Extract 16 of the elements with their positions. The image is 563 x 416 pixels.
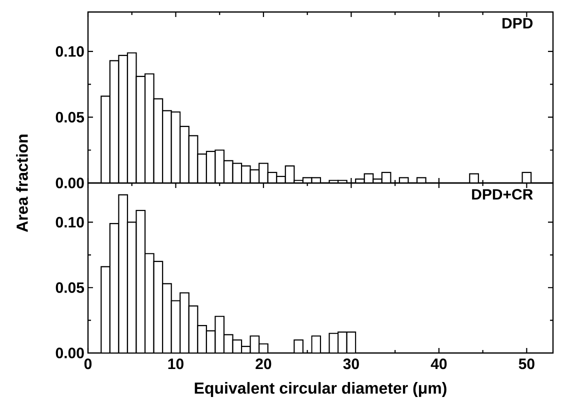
- x-tick-label: 0: [84, 358, 92, 370]
- x-tick-label: 30: [343, 358, 359, 370]
- x-axis-title: Equivalent circular diameter (μm): [194, 382, 446, 397]
- x-tick-label: 20: [256, 358, 272, 370]
- y-tick-label: 0.10: [56, 216, 84, 228]
- x-tick-label: 10: [168, 358, 184, 370]
- chart-title: DPD: [502, 18, 533, 28]
- y-axis-title: Area fraction: [16, 134, 28, 232]
- x-tick-label: 40: [430, 358, 447, 370]
- y-tick-label: 0.00: [56, 178, 84, 188]
- y-tick-label: 0.05: [56, 112, 84, 123]
- x-tick-label: 50: [518, 358, 534, 370]
- chart-title: DPD+CR: [472, 189, 533, 200]
- y-tick-label: 0.00: [56, 348, 84, 358]
- y-tick-label: 0.05: [56, 282, 84, 293]
- y-tick-label: 0.10: [56, 46, 84, 57]
